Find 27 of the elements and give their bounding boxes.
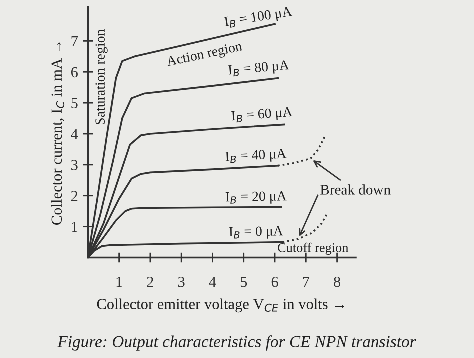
y-axis-title: Collector current, I$_{C}$ in mA → [51,42,65,225]
x-tick-label: 7 [303,277,310,288]
annotation: I$_{B}$ = 100 μA [224,6,294,30]
y-tick-label: 2 [71,191,78,202]
x-tick-label: 5 [240,277,248,288]
x-tick-label: 1 [116,277,122,288]
y-tick-label: 3 [72,160,78,170]
y-tick-label: 6 [71,67,78,78]
x-axis-title: Collector emitter voltage V$_{CE}$ in volts → [97,298,344,313]
x-tick-label: 8 [334,276,341,288]
x-tick-label: 6 [272,276,278,288]
x-tick-label: 2 [147,276,154,288]
annotation: Cutoff region [278,242,349,256]
y-tick-label: 7 [72,36,78,46]
annotation: I$_{B}$ = 80 μA [228,60,290,78]
annotation: I$_{B}$ = 40 μA [225,148,287,164]
text: Figure: Output characteristics for CE NPN transistor [58,336,416,351]
x-tick-label: 4 [209,277,216,288]
annotation: Saturation region [96,30,108,124]
y-tick-label: 5 [72,98,78,109]
annotation: I$_{B}$ = 20 μA [226,191,287,205]
annotation: Break down [320,184,391,195]
y-tick-label: 4 [71,129,78,140]
y-tick-label: 1 [72,222,78,232]
annotation: I$_{B}$ = 60 μA [232,107,294,124]
x-tick-label: 3 [178,276,185,288]
annotation: I$_{B}$ = 0 μA [229,226,284,240]
